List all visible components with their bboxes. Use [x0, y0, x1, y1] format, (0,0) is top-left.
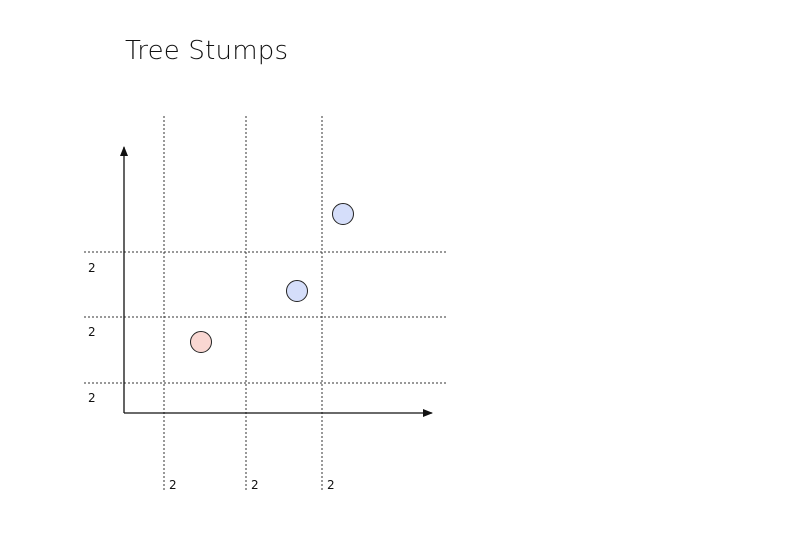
positive-point [190, 331, 212, 353]
slide-title: Tree Stumps [125, 36, 289, 66]
negative-point [332, 203, 354, 225]
horizontal-split-label-2: 2 [88, 325, 96, 339]
horizontal-split-label-1: 2 [88, 261, 96, 275]
horizontal-split-label-3: 2 [88, 391, 96, 405]
vertical-split-label-3: 2 [327, 478, 335, 492]
vertical-split-label-1: 2 [169, 478, 177, 492]
negative-point [286, 280, 308, 302]
vertical-split-label-2: 2 [251, 478, 259, 492]
